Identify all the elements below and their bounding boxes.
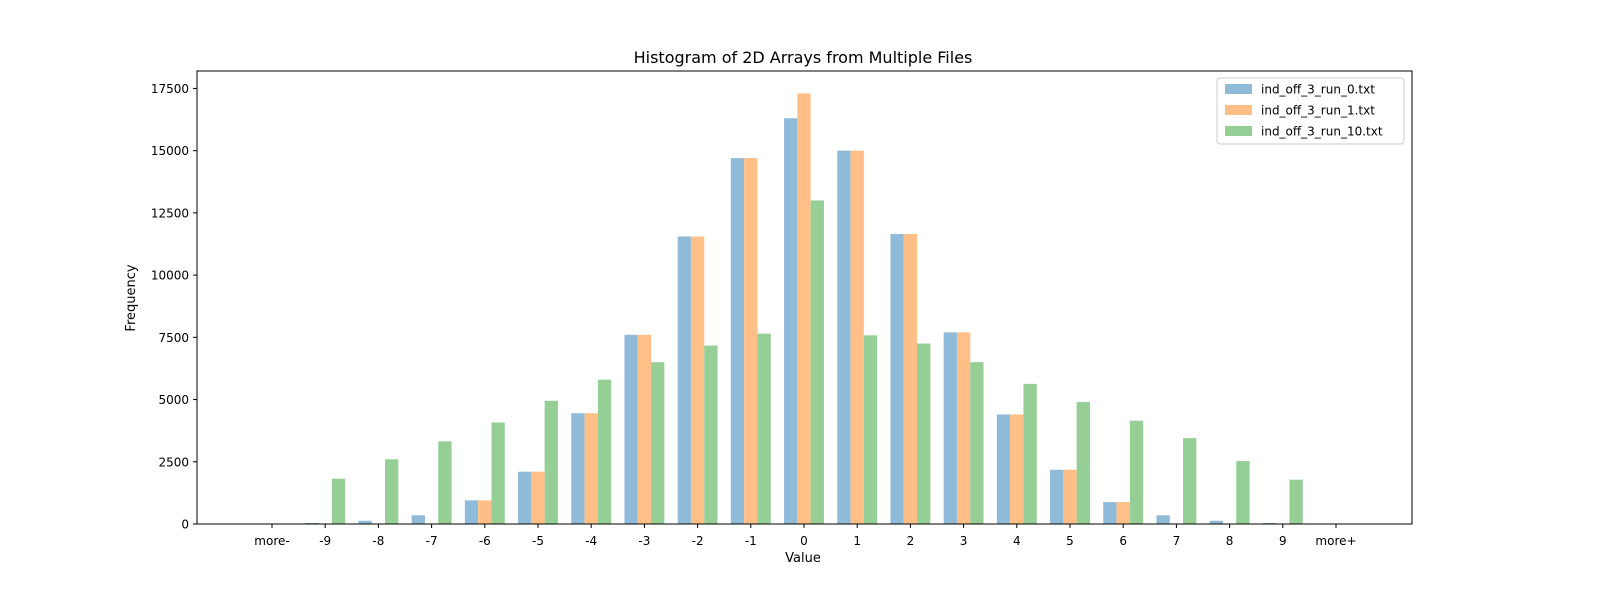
legend-label: ind_off_3_run_10.txt bbox=[1261, 125, 1383, 139]
bar-series-0-6 bbox=[1103, 502, 1117, 524]
bar-series-2-5 bbox=[1076, 402, 1090, 524]
legend-swatch bbox=[1225, 105, 1252, 115]
bar-series-0-7 bbox=[1156, 515, 1170, 524]
bar-series-0-8 bbox=[1209, 520, 1223, 524]
bar-series-0--4 bbox=[571, 413, 585, 524]
y-tick-label: 17500 bbox=[151, 82, 189, 96]
x-tick-label: 1 bbox=[853, 534, 861, 548]
y-tick-label: 12500 bbox=[151, 206, 189, 220]
x-tick-label: -3 bbox=[638, 534, 650, 548]
legend-swatch bbox=[1225, 126, 1252, 136]
bar-series-2--9 bbox=[331, 478, 346, 524]
bar-series-1-6 bbox=[1116, 502, 1130, 524]
bar-series-2-8 bbox=[1236, 461, 1250, 524]
legend-label: ind_off_3_run_0.txt bbox=[1261, 83, 1375, 97]
x-axis-label: Value bbox=[785, 551, 821, 566]
bar-series-1-3 bbox=[956, 332, 971, 524]
bar-series-0-0 bbox=[784, 118, 798, 524]
x-tick-label: 6 bbox=[1119, 534, 1127, 548]
bar-series-2--6 bbox=[491, 422, 505, 524]
bar-series-2-3 bbox=[970, 362, 984, 524]
bar-series-2-4 bbox=[1023, 383, 1037, 524]
bar-series-0-2 bbox=[890, 234, 904, 524]
bar-series-1--5 bbox=[531, 471, 545, 524]
y-tick-label: 5000 bbox=[158, 393, 189, 407]
bar-series-0-3 bbox=[943, 332, 957, 524]
x-tick-label: 7 bbox=[1173, 534, 1181, 548]
x-tick-label: 8 bbox=[1226, 534, 1234, 548]
x-tick-label: -5 bbox=[532, 534, 544, 548]
legend-swatch bbox=[1225, 84, 1252, 94]
y-tick-label: 0 bbox=[181, 518, 189, 532]
bar-series-0--1 bbox=[730, 158, 745, 524]
bar-series-0-1 bbox=[837, 150, 851, 524]
x-tick-label: 3 bbox=[960, 534, 968, 548]
bar-series-1--3 bbox=[637, 334, 652, 524]
x-tick-label: -9 bbox=[319, 534, 331, 548]
bar-series-1-4 bbox=[1010, 414, 1024, 524]
bar-series-0--7 bbox=[411, 515, 425, 524]
x-tick-label: -6 bbox=[479, 534, 491, 548]
bar-series-0--5 bbox=[518, 471, 532, 524]
x-tick-label: 5 bbox=[1066, 534, 1074, 548]
x-tick-label: -7 bbox=[426, 534, 438, 548]
x-tick-label: 4 bbox=[1013, 534, 1021, 548]
bar-series-1-5 bbox=[1063, 469, 1077, 524]
bar-series-0--6 bbox=[464, 500, 479, 524]
x-tick-label: 2 bbox=[907, 534, 915, 548]
bar-series-0--8 bbox=[358, 520, 372, 524]
y-tick-label: 15000 bbox=[151, 144, 189, 158]
legend: ind_off_3_run_0.txt ind_off_3_run_1.txtin… bbox=[1216, 77, 1405, 145]
bar-series-2--1 bbox=[757, 333, 771, 524]
x-tick-label: -2 bbox=[692, 534, 704, 548]
y-axis-label: Frequency bbox=[124, 264, 139, 331]
bar-series-0-5 bbox=[1050, 469, 1064, 524]
x-tick-label: -1 bbox=[745, 534, 757, 548]
bar-series-2--7 bbox=[438, 441, 452, 524]
bar-series-2--2 bbox=[704, 345, 718, 524]
bar-series-2-0 bbox=[810, 200, 824, 524]
y-tick-label: 2500 bbox=[158, 455, 189, 469]
y-tick-label: 10000 bbox=[151, 269, 189, 283]
bar-series-1--6 bbox=[478, 500, 492, 524]
bar-series-1-1 bbox=[850, 150, 864, 524]
bar-series-0-4 bbox=[996, 414, 1011, 524]
bar-series-1--4 bbox=[584, 413, 598, 524]
bar-series-2--4 bbox=[597, 379, 612, 524]
bar-series-1-0 bbox=[797, 93, 811, 525]
bar-series-1-2 bbox=[903, 234, 918, 524]
bar-series-2-9 bbox=[1289, 479, 1303, 524]
bar-series-2-2 bbox=[917, 343, 931, 524]
bar-series-2--5 bbox=[544, 400, 558, 524]
bar-series-2--8 bbox=[385, 459, 399, 524]
x-tick-label: -4 bbox=[585, 534, 597, 548]
legend-box bbox=[1216, 77, 1405, 145]
x-tick-label: more+ bbox=[1315, 534, 1356, 548]
bar-series-1--1 bbox=[744, 158, 758, 524]
x-tick-label: 0 bbox=[800, 534, 808, 548]
bar-series-2-6 bbox=[1129, 420, 1144, 524]
bar-series-2-7 bbox=[1183, 438, 1197, 524]
bars-layer bbox=[305, 93, 1303, 525]
bar-series-0--2 bbox=[677, 236, 691, 524]
bar-series-0--3 bbox=[624, 334, 638, 524]
bar-series-2-1 bbox=[863, 335, 878, 524]
legend-label: ind_off_3_run_1.txt bbox=[1261, 104, 1375, 118]
bar-series-2--3 bbox=[651, 362, 665, 524]
x-tick-label: more- bbox=[254, 534, 289, 548]
x-tick-label: 9 bbox=[1279, 534, 1287, 548]
x-tick-label: -8 bbox=[372, 534, 384, 548]
bar-series-1--2 bbox=[690, 236, 705, 524]
y-tick-label: 7500 bbox=[158, 331, 189, 345]
axes-layer: 0 2500 5000 7500 10000 12500 15000 17500 more- -9… bbox=[151, 70, 1413, 548]
chart-title: Histogram of 2D Arrays from Multiple Fil… bbox=[634, 48, 973, 67]
